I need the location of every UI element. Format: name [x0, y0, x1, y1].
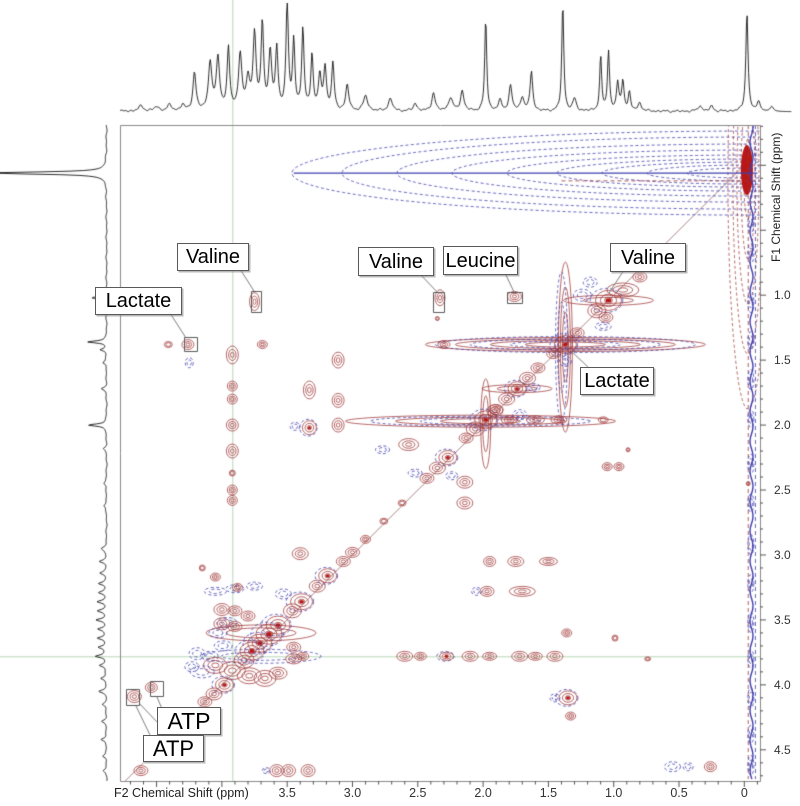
- annotation-atp: ATP: [157, 707, 221, 735]
- annotation-valine: Valine: [358, 247, 434, 276]
- f1-axis-title: F1 Chemical Shift (ppm): [769, 132, 783, 262]
- f2-tick-label: 2.5: [409, 786, 427, 800]
- f2-tick-label: 2.0: [474, 786, 492, 800]
- annotation-lactate: Lactate: [580, 367, 654, 395]
- annotation-leucine: Leucine: [443, 246, 518, 275]
- annotation-lactate: Lactate: [95, 287, 182, 315]
- annotation-atp: ATP: [143, 735, 204, 762]
- f2-tick-label: 3.0: [343, 786, 362, 800]
- annotation-valine: Valine: [610, 243, 686, 272]
- f1-tick-label: 2.5: [774, 483, 791, 498]
- f2-tick-label: 0.5: [670, 786, 688, 800]
- f1-tick-label: 4.5: [774, 742, 791, 757]
- f1-tick-label: 1.0: [774, 288, 791, 303]
- f2-tick-label: 1.0: [605, 786, 623, 800]
- f2-tick-label: 3.5: [278, 786, 296, 800]
- f1-tick-label: 2.0: [774, 418, 791, 433]
- f1-tick-label: 3.0: [774, 547, 791, 562]
- f1-tick-label: 3.5: [774, 612, 791, 627]
- f2-tick-label: 0: [740, 786, 748, 800]
- f2-axis-title: F2 Chemical Shift (ppm): [114, 786, 249, 800]
- f2-tick-label: 1.5: [539, 786, 558, 800]
- f1-tick-label: 1.5: [774, 353, 791, 368]
- annotation-valine: Valine: [177, 243, 249, 271]
- f1-tick-label: 4.0: [774, 677, 791, 692]
